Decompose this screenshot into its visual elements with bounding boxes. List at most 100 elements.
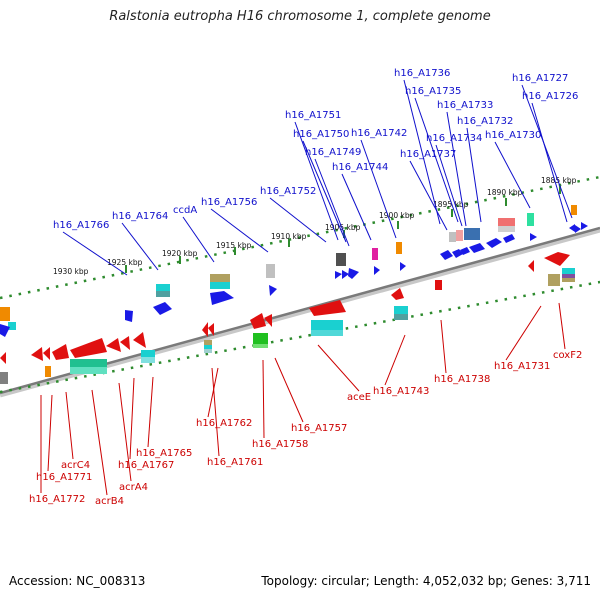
gene-glyph[interactable] bbox=[141, 357, 155, 363]
gene-glyph[interactable] bbox=[70, 367, 107, 374]
gene-glyph[interactable] bbox=[400, 262, 406, 271]
gene-glyph[interactable] bbox=[204, 340, 212, 345]
gene-glyph[interactable] bbox=[374, 266, 380, 275]
gene-glyph[interactable] bbox=[156, 291, 170, 297]
gene-glyph[interactable] bbox=[435, 280, 442, 290]
reverse-gene-label[interactable]: h16_A1743 bbox=[373, 386, 429, 397]
forward-gene-label[interactable]: h16_A1766 bbox=[53, 220, 109, 231]
reverse-gene-label[interactable]: h16_A1758 bbox=[252, 439, 308, 450]
gene-glyph[interactable] bbox=[575, 225, 581, 233]
forward-gene-label[interactable]: h16_A1737 bbox=[400, 149, 456, 160]
gene-glyph[interactable] bbox=[342, 270, 349, 279]
gene-glyph[interactable] bbox=[440, 250, 453, 260]
reverse-gene-label[interactable]: acrB4 bbox=[95, 496, 124, 507]
forward-gene-label[interactable]: h16_A1744 bbox=[332, 162, 388, 173]
forward-gene-label[interactable]: h16_A1727 bbox=[512, 73, 568, 84]
gene-glyph[interactable] bbox=[464, 228, 480, 240]
forward-gene-label[interactable]: h16_A1730 bbox=[485, 130, 541, 141]
gene-glyph[interactable] bbox=[204, 349, 212, 353]
reverse-gene-label[interactable]: h16_A1761 bbox=[207, 457, 263, 468]
forward-gene-label[interactable]: h16_A1733 bbox=[437, 100, 493, 111]
forward-gene-label[interactable]: h16_A1732 bbox=[457, 116, 513, 127]
gene-glyph[interactable] bbox=[210, 282, 230, 289]
gene-glyph[interactable] bbox=[204, 345, 212, 349]
gene-glyph[interactable] bbox=[562, 268, 575, 274]
gene-glyph[interactable] bbox=[253, 344, 268, 348]
gene-glyph[interactable] bbox=[43, 347, 50, 360]
gene-glyph[interactable] bbox=[581, 222, 588, 230]
forward-gene-label[interactable]: h16_A1750 bbox=[293, 129, 349, 140]
gene-glyph[interactable] bbox=[250, 313, 266, 329]
reverse-gene-label[interactable]: acrC4 bbox=[61, 460, 90, 471]
gene-glyph[interactable] bbox=[120, 336, 130, 350]
reverse-gene-label[interactable]: h16_A1772 bbox=[29, 494, 85, 505]
forward-gene-label[interactable]: h16_A1736 bbox=[394, 68, 450, 79]
reverse-gene-label[interactable]: h16_A1757 bbox=[291, 423, 347, 434]
forward-gene-label[interactable]: h16_A1756 bbox=[201, 197, 257, 208]
gene-glyph[interactable] bbox=[394, 314, 408, 320]
gene-glyph[interactable] bbox=[52, 344, 69, 360]
forward-gene-label[interactable]: h16_A1749 bbox=[305, 147, 361, 158]
gene-glyph[interactable] bbox=[394, 306, 408, 314]
gene-glyph[interactable] bbox=[202, 322, 208, 337]
gene-glyph[interactable] bbox=[571, 205, 577, 215]
forward-gene-label[interactable]: h16_A1752 bbox=[260, 186, 316, 197]
reverse-gene-label[interactable]: h16_A1762 bbox=[196, 418, 252, 429]
gene-glyph[interactable] bbox=[70, 338, 107, 358]
gene-glyph[interactable] bbox=[469, 243, 485, 253]
gene-glyph[interactable] bbox=[528, 260, 534, 272]
gene-glyph[interactable] bbox=[335, 271, 342, 279]
gene-glyph[interactable] bbox=[141, 350, 155, 357]
forward-gene-label[interactable]: h16_A1742 bbox=[351, 128, 407, 139]
reverse-gene-label[interactable]: acrA4 bbox=[119, 482, 148, 493]
gene-glyph[interactable] bbox=[569, 224, 575, 232]
gene-glyph[interactable] bbox=[548, 274, 560, 286]
gene-glyph[interactable] bbox=[544, 252, 570, 266]
reverse-gene-label[interactable]: h16_A1738 bbox=[434, 374, 490, 385]
gene-glyph[interactable] bbox=[391, 288, 404, 300]
gene-glyph[interactable] bbox=[311, 320, 343, 330]
gene-glyph[interactable] bbox=[106, 338, 121, 352]
forward-gene-label[interactable]: h16_A1726 bbox=[522, 91, 578, 102]
gene-glyph[interactable] bbox=[31, 347, 43, 361]
gene-glyph[interactable] bbox=[530, 233, 537, 241]
gene-glyph[interactable] bbox=[253, 333, 268, 344]
gene-glyph[interactable] bbox=[456, 230, 463, 241]
gene-glyph[interactable] bbox=[0, 307, 10, 321]
reverse-gene-label[interactable]: h16_A1767 bbox=[118, 460, 174, 471]
forward-gene-label[interactable]: h16_A1764 bbox=[112, 211, 168, 222]
forward-gene-label[interactable]: ccdA bbox=[173, 205, 197, 216]
gene-glyph[interactable] bbox=[562, 278, 575, 282]
gene-glyph[interactable] bbox=[0, 372, 8, 384]
reverse-gene-label[interactable]: h16_A1771 bbox=[36, 472, 92, 483]
forward-gene-label[interactable]: h16_A1751 bbox=[285, 110, 341, 121]
gene-glyph[interactable] bbox=[372, 248, 378, 260]
gene-glyph[interactable] bbox=[336, 253, 346, 266]
reverse-gene-label[interactable]: h16_A1765 bbox=[136, 448, 192, 459]
gene-glyph[interactable] bbox=[269, 285, 277, 296]
gene-glyph[interactable] bbox=[503, 234, 515, 243]
gene-glyph[interactable] bbox=[70, 359, 107, 367]
gene-glyph[interactable] bbox=[309, 300, 346, 316]
gene-glyph[interactable] bbox=[0, 324, 10, 337]
gene-glyph[interactable] bbox=[125, 310, 133, 322]
gene-glyph[interactable] bbox=[133, 332, 146, 348]
gene-glyph[interactable] bbox=[562, 274, 575, 278]
reverse-gene-label[interactable]: aceE bbox=[347, 392, 371, 403]
reverse-gene-label[interactable]: h16_A1731 bbox=[494, 361, 550, 372]
gene-glyph[interactable] bbox=[486, 238, 502, 248]
reverse-gene-label[interactable]: coxF2 bbox=[553, 350, 582, 361]
gene-glyph[interactable] bbox=[210, 291, 234, 305]
gene-glyph[interactable] bbox=[498, 226, 515, 232]
gene-glyph[interactable] bbox=[449, 232, 456, 242]
forward-gene-label[interactable]: h16_A1735 bbox=[405, 86, 461, 97]
gene-glyph[interactable] bbox=[311, 330, 343, 336]
gene-glyph[interactable] bbox=[452, 249, 463, 258]
gene-glyph[interactable] bbox=[396, 242, 402, 254]
gene-glyph[interactable] bbox=[348, 268, 359, 279]
gene-glyph[interactable] bbox=[498, 218, 515, 226]
gene-glyph[interactable] bbox=[45, 366, 51, 377]
gene-glyph[interactable] bbox=[156, 284, 170, 291]
gene-glyph[interactable] bbox=[153, 302, 172, 315]
gene-glyph[interactable] bbox=[527, 213, 534, 226]
